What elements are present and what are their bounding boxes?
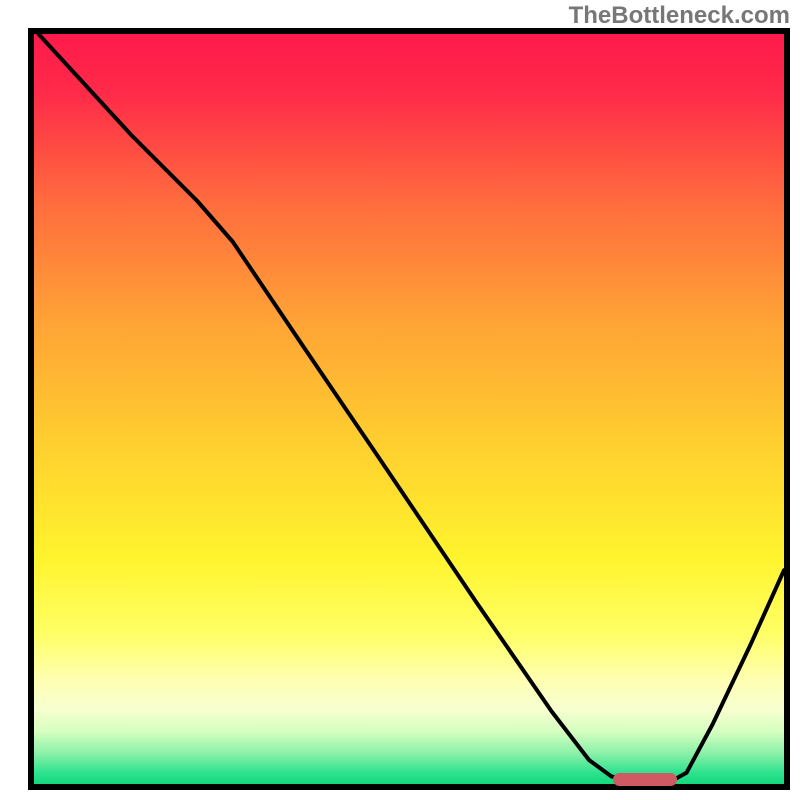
- plot-area: [34, 34, 784, 784]
- plot-frame: [28, 28, 790, 790]
- minimum-marker: [613, 773, 677, 787]
- watermark-text: TheBottleneck.com: [569, 2, 790, 30]
- chart-container: TheBottleneck.com: [0, 0, 800, 800]
- line-curve: [34, 34, 784, 784]
